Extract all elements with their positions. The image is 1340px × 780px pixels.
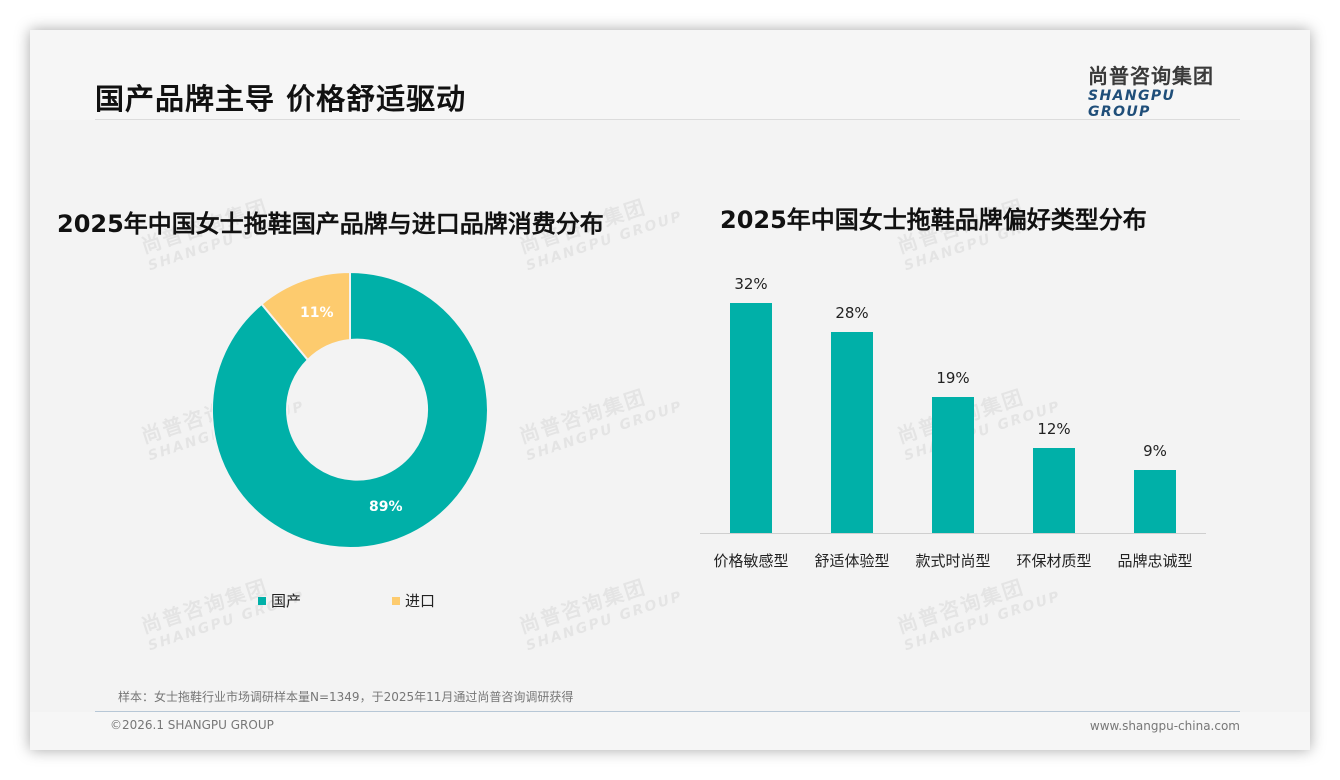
x-axis-line xyxy=(700,533,1206,534)
bar-style xyxy=(932,397,974,534)
header-divider xyxy=(95,119,1240,120)
x-axis-label: 价格敏感型 xyxy=(713,552,789,570)
bar-value-label: 19% xyxy=(936,369,970,387)
company-logo: 尚普咨询集团 SHANGPU GROUP xyxy=(1088,64,1238,120)
website-link[interactable]: www.shangpu-china.com xyxy=(1089,719,1240,733)
x-axis-label: 款式时尚型 xyxy=(915,552,991,570)
donut-chart-title: 2025年中国女士拖鞋国产品牌与进口品牌消费分布 xyxy=(57,210,604,238)
donut-label-domestic: 89% xyxy=(369,499,403,515)
bar-value-label: 32% xyxy=(734,275,768,293)
legend-swatch-teal xyxy=(258,596,266,605)
legend-label: 国产 xyxy=(271,592,302,610)
donut-slice-domestic xyxy=(211,270,489,549)
slide: 尚普咨询集团 SHANGPU GROUP 尚普咨询集团 SHANGPU GROUP … xyxy=(30,30,1310,750)
legend-item-import: 进口 xyxy=(392,590,435,611)
footer-divider xyxy=(95,711,1240,712)
legend-item-domestic: 国产 xyxy=(258,590,301,611)
donut-svg xyxy=(211,270,489,549)
bar-value-label: 28% xyxy=(835,304,869,322)
bar-eco-material xyxy=(1033,448,1075,534)
sample-note: 样本：女士拖鞋行业市场调研样本量N=1349，于2025年11月通过尚普咨询调研… xyxy=(118,690,574,704)
donut-chart: 11% 89% xyxy=(211,270,489,549)
footer-band xyxy=(30,712,1310,750)
bar-brand-loyal xyxy=(1134,470,1176,534)
legend-label: 进口 xyxy=(405,592,436,610)
donut-label-import: 11% xyxy=(300,305,334,321)
bar-comfort xyxy=(831,332,873,534)
page-title: 国产品牌主导 价格舒适驱动 xyxy=(95,82,467,116)
x-axis-label: 舒适体验型 xyxy=(814,552,890,570)
header-band xyxy=(30,30,1310,120)
bar-price-sensitive xyxy=(730,303,772,534)
donut-slice-import xyxy=(260,270,351,362)
x-axis-label: 环保材质型 xyxy=(1016,552,1092,570)
bar-value-label: 9% xyxy=(1143,442,1167,460)
bar-value-label: 12% xyxy=(1037,420,1071,438)
legend-swatch-yellow xyxy=(392,596,400,605)
logo-english: SHANGPU GROUP xyxy=(1088,88,1176,120)
copyright: ©2026.1 SHANGPU GROUP xyxy=(110,718,274,732)
bar-chart: 32% 28% 19% 12% 9% xyxy=(700,270,1208,534)
x-axis-label: 品牌忠诚型 xyxy=(1117,552,1193,570)
logo-chinese: 尚普咨询集团 xyxy=(1088,64,1214,88)
bar-chart-title: 2025年中国女士拖鞋品牌偏好类型分布 xyxy=(720,206,1147,234)
